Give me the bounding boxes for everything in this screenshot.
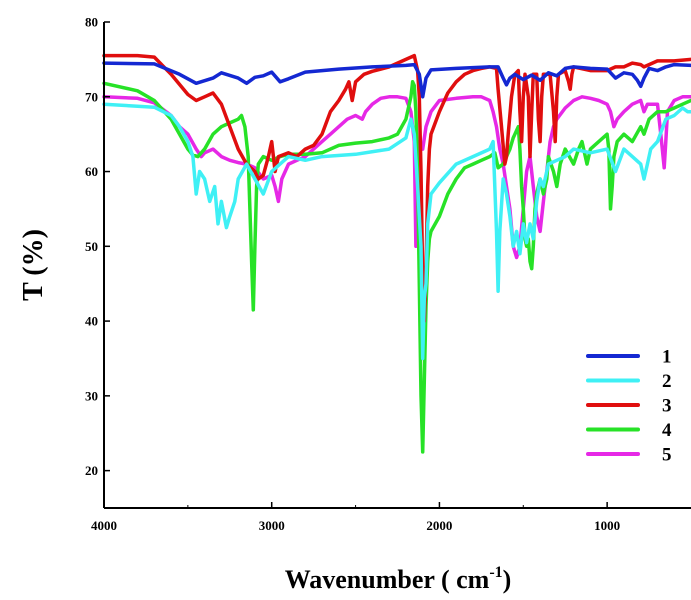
y-tick-label: 80 — [85, 15, 98, 30]
x-axis-title-main: Wavenumber ( cm — [285, 565, 490, 594]
y-axis-title: T (%) — [18, 229, 49, 301]
legend-label-2: 2 — [662, 371, 672, 392]
y-tick-label: 70 — [85, 89, 98, 104]
x-axis-title-close: ) — [503, 565, 512, 594]
y-tick-label: 40 — [85, 314, 98, 329]
x-axis-title: Wavenumber ( cm-1) — [285, 564, 512, 594]
legend-label-1: 1 — [662, 347, 672, 368]
series-layer — [102, 53, 691, 454]
legend: 1 2 3 4 5 — [586, 347, 672, 466]
series-line-5 — [102, 95, 691, 260]
x-axis-title-superscript: -1 — [489, 564, 502, 581]
x-tick-label: 4000 — [91, 518, 117, 533]
series-line-3 — [102, 53, 691, 323]
plot-area: 20 30 40 50 60 70 80 4000 3000 2000 1000 — [85, 15, 691, 534]
x-tick-label: 1000 — [594, 518, 620, 533]
legend-label-3: 3 — [662, 396, 672, 417]
y-tick-label: 50 — [85, 239, 98, 254]
y-tick-label: 60 — [85, 164, 98, 179]
y-tick-label: 20 — [85, 463, 98, 478]
y-axis-title-text: T (%) — [18, 229, 49, 301]
legend-label-4: 4 — [662, 420, 672, 441]
series-line-1 — [102, 61, 691, 99]
series-line-4 — [102, 80, 691, 454]
x-tick-label: 2000 — [426, 518, 452, 533]
ticks-layer: 20 30 40 50 60 70 80 4000 3000 2000 1000 — [85, 15, 620, 534]
y-tick-label: 30 — [85, 388, 98, 403]
legend-label-5: 5 — [662, 445, 672, 466]
series-line-2 — [102, 102, 691, 361]
x-tick-label: 3000 — [259, 518, 285, 533]
